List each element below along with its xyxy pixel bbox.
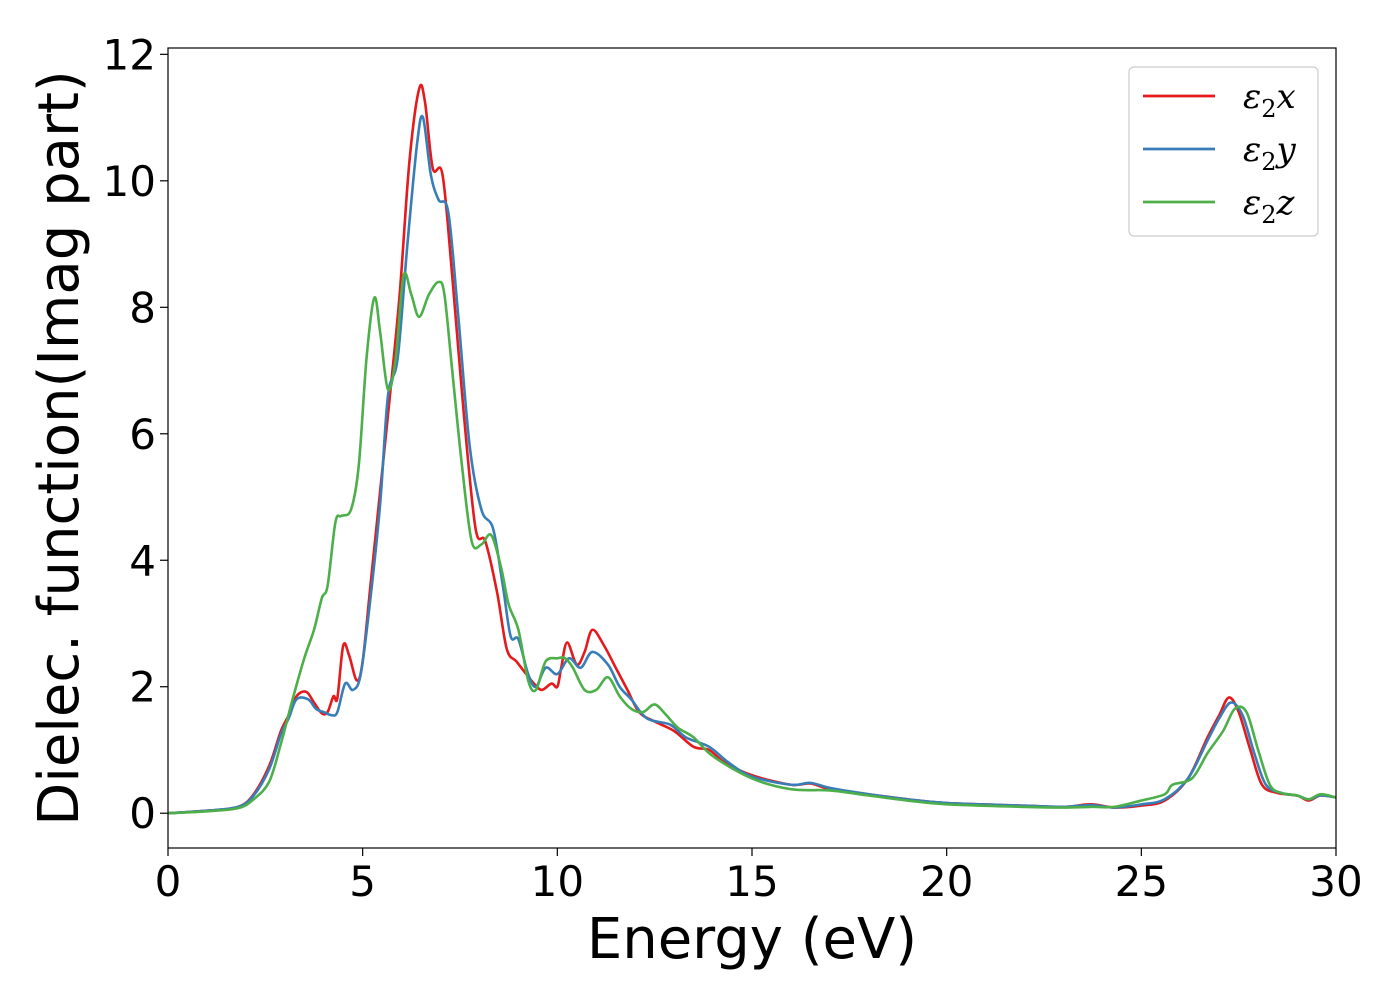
y-axis-title: Dielec. function(Imag part) (27, 70, 92, 826)
x-tick-label: 10 (531, 857, 584, 906)
x-tick-label: 30 (1309, 857, 1362, 906)
x-tick-label: 0 (155, 857, 182, 906)
y-tick-label: 10 (103, 157, 156, 206)
x-tick-label: 20 (920, 857, 973, 906)
x-axis: 0 5 10 15 20 25 30 (155, 848, 1363, 906)
x-axis-title: Energy (eV) (587, 907, 917, 972)
plot-lines (168, 83, 1336, 815)
y-tick-label: 8 (129, 283, 156, 332)
series-line-z (168, 271, 1336, 815)
x-tick-label: 15 (725, 857, 778, 906)
y-tick-label: 2 (129, 663, 156, 712)
legend-box (1128, 66, 1319, 237)
legend-label-x: ε2x (1243, 77, 1296, 123)
legend-label-z: ε2z (1243, 183, 1296, 229)
legend: ε2x ε2y ε2z (1128, 66, 1319, 237)
legend-label-y: ε2y (1243, 130, 1297, 176)
y-axis: 0 2 4 6 8 10 12 (103, 30, 168, 838)
x-tick-label: 5 (349, 857, 376, 906)
x-tick-label: 25 (1115, 857, 1168, 906)
y-tick-label: 6 (129, 410, 156, 459)
y-tick-label: 12 (103, 30, 156, 79)
y-tick-label: 0 (129, 789, 156, 838)
series-line-y (168, 114, 1336, 815)
y-tick-label: 4 (129, 536, 156, 585)
